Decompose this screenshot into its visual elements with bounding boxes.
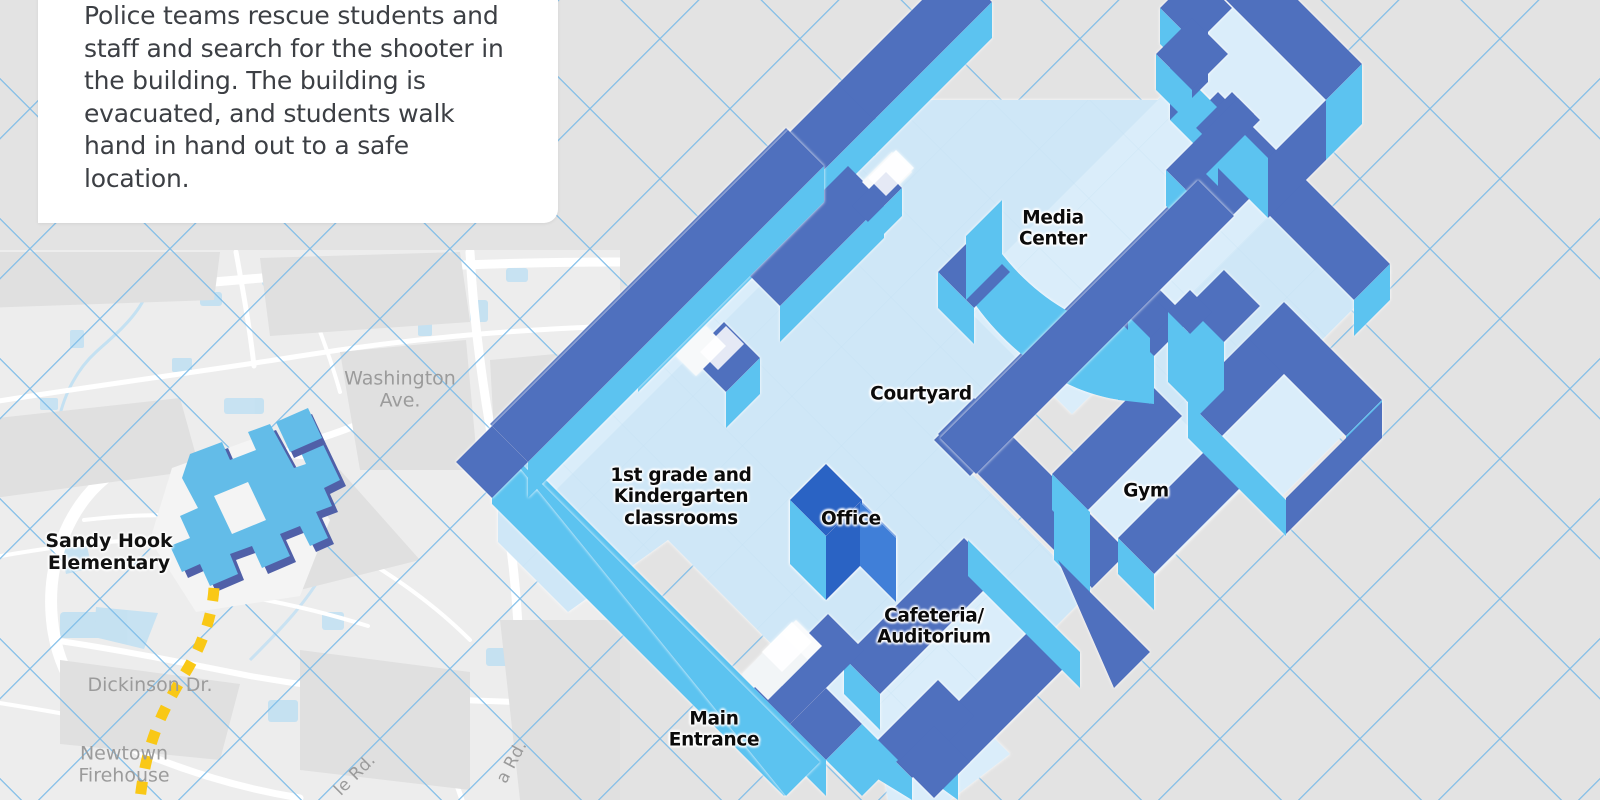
caption-card: Police teams rescue students and staff a… <box>38 0 558 223</box>
map-label-newtown-firehouse: Newtown Firehouse <box>78 742 170 787</box>
caption-text: Police teams rescue students and staff a… <box>84 1 504 193</box>
inset-building-footprint <box>170 408 346 592</box>
map-label-sandy-hook-elementary: Sandy Hook Elementary <box>45 530 173 574</box>
map-label-washington-ave: Washington Ave. <box>344 367 456 412</box>
floorplan-label-gym: Gym <box>1123 480 1169 502</box>
floorplan-label-classrooms: 1st grade and Kindergarten classrooms <box>610 465 752 529</box>
floorplan-label-main-entrance: Main Entrance <box>668 708 760 751</box>
floorplan-label-cafeteria: Cafeteria/ Auditorium <box>877 605 991 648</box>
floorplan-label-office: Office <box>821 508 881 530</box>
floorplan-label-media-center: Media Center <box>1018 207 1088 250</box>
evacuation-route-dashed <box>134 587 220 800</box>
map-label-dickinson-dr: Dickinson Dr. <box>87 673 213 696</box>
floorplan-label-courtyard: Courtyard <box>870 383 972 405</box>
wall-accents <box>456 130 1234 796</box>
